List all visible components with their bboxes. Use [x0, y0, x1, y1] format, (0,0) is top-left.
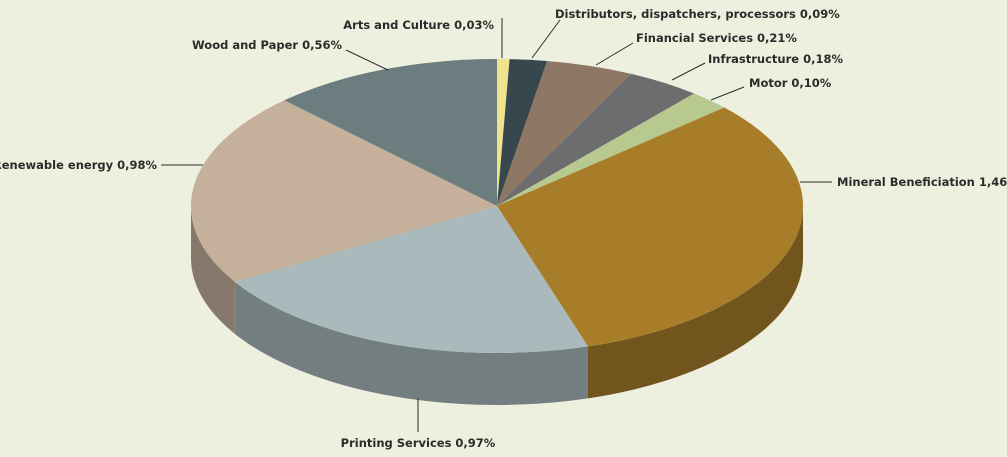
pie-side-renewable-energy: [191, 206, 235, 334]
pie-slice-mineral-beneficiation: [497, 107, 804, 347]
data-label-motor: Motor 0,10%: [749, 76, 832, 90]
pie-side-mineral-beneficiation: [587, 206, 803, 399]
data-label-arts-and-culture: Arts and Culture 0,03%: [343, 18, 494, 32]
pie-slice-renewable-energy: [191, 100, 497, 282]
pie-slice-motor: [497, 93, 725, 206]
leader-line-wood-and-paper: [345, 49, 389, 71]
pie-tops: [191, 59, 804, 353]
leader-line-financial-services: [595, 42, 634, 66]
pie-slice-arts-and-culture: [497, 59, 510, 206]
data-label-mineral-beneficiation: Mineral Beneficiation 1,46%: [837, 175, 1007, 189]
pie-slice-printing-services: [234, 206, 588, 353]
leader-line-infrastructure: [671, 62, 706, 81]
data-label-distributors-dispatchers-processors: Distributors, dispatchers, processors 0,…: [555, 7, 840, 21]
data-label-wood-and-paper: Wood and Paper 0,56%: [192, 38, 342, 52]
data-label-infrastructure: Infrastructure 0,18%: [708, 52, 843, 66]
leader-line-distributors-dispatchers-processors: [531, 19, 561, 59]
pie-slice-wood-and-paper: [284, 59, 497, 206]
pie-slice-infrastructure: [497, 73, 695, 206]
data-label-printing-services: Printing Services 0,97%: [341, 436, 496, 450]
data-label-financial-services: Financial Services 0,21%: [636, 31, 797, 45]
leader-line-motor: [710, 86, 745, 101]
pie-slice-financial-services: [497, 60, 631, 206]
pie-labels: Arts and Culture 0,03% Distributors, disp…: [0, 7, 1007, 450]
pie-slice-distributors-dispatchers-processors: [497, 59, 548, 206]
data-label-renewable-energy: Renewable energy 0,98%: [0, 158, 157, 172]
pie-sides: [191, 206, 803, 405]
pie-side-printing-services: [234, 281, 588, 405]
